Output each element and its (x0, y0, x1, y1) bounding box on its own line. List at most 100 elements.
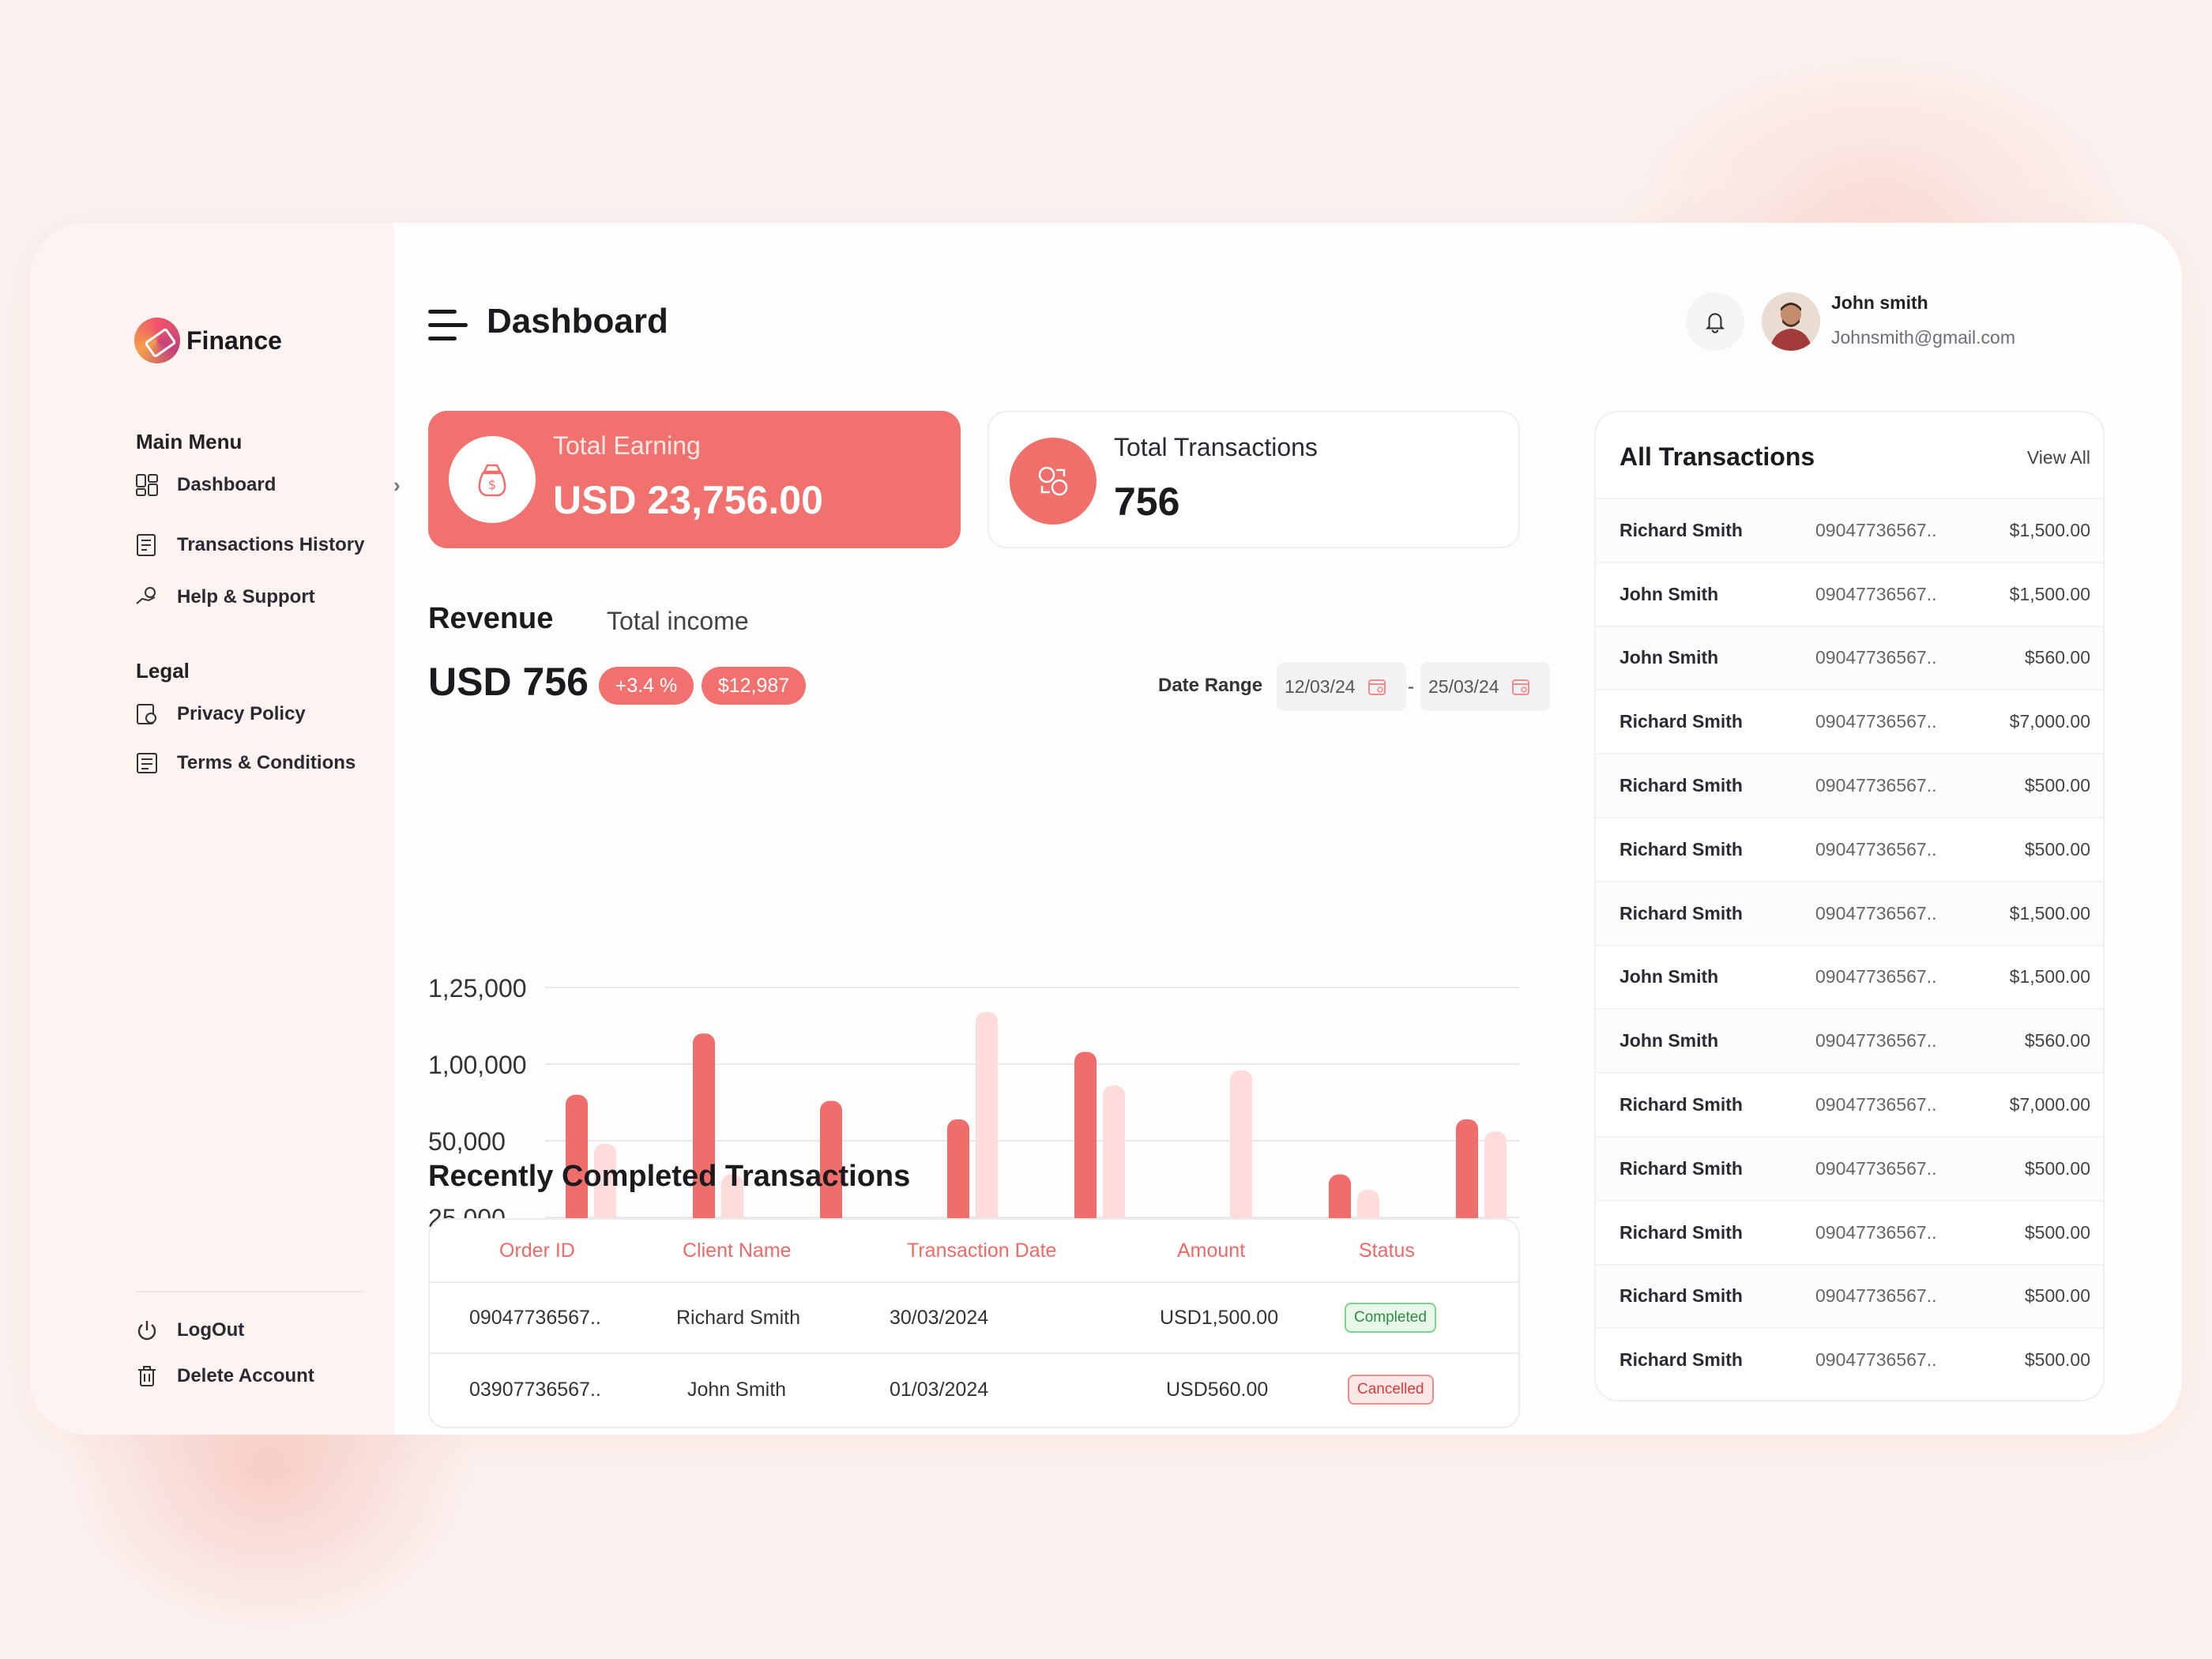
transaction-amount: $500.00 (2024, 1221, 2090, 1243)
document-icon (137, 753, 157, 773)
status-badge: Cancelled (1348, 1375, 1434, 1405)
amount: USD560.00 (1166, 1378, 1269, 1401)
recent-transactions-table: Order ID Client Name Transaction Date Am… (428, 1218, 1520, 1428)
transaction-id: 09047736567.. (1815, 647, 1937, 668)
transaction-name: Richard Smith (1620, 1094, 1743, 1115)
list-item[interactable]: Richard Smith 09047736567.. $500.00 (1596, 1263, 2103, 1328)
table-header-row: Order ID Client Name Transaction Date Am… (430, 1220, 1518, 1283)
column-header: Status (1359, 1239, 1415, 1262)
all-transactions-title: All Transactions (1620, 442, 1815, 471)
sidebar-item-transactions-history[interactable]: Transactions History (134, 532, 387, 558)
client-name: John Smith (687, 1378, 787, 1401)
transaction-id: 09047736567.. (1815, 966, 1937, 988)
list-item[interactable]: Richard Smith 09047736567.. $500.00 (1596, 1135, 2103, 1200)
transaction-amount: $500.00 (2024, 1157, 2090, 1179)
transaction-name: John Smith (1620, 583, 1719, 604)
table-row[interactable]: 09047736567.. Richard Smith 30/03/2024 U… (430, 1283, 1518, 1354)
sidebar-item-terms[interactable]: Terms & Conditions (134, 750, 387, 776)
transaction-name: Richard Smith (1620, 1157, 1743, 1179)
date-separator: - (1408, 676, 1414, 698)
logo-icon (134, 318, 180, 363)
transaction-amount: $500.00 (2024, 775, 2090, 796)
transaction-name: Richard Smith (1620, 775, 1743, 796)
total-transactions-card: Total Transactions 756 (988, 411, 1520, 548)
date-from-field[interactable]: 12/03/24 (1277, 662, 1406, 711)
sidebar-item-label: Privacy Policy (177, 703, 306, 724)
list-item[interactable]: John Smith 09047736567.. $1,500.00 (1596, 561, 2103, 626)
list-item[interactable]: Richard Smith 09047736567.. $7,000.00 (1596, 689, 2103, 754)
sidebar-item-help-support[interactable]: Help & Support (134, 585, 387, 610)
sidebar-item-privacy-policy[interactable]: Privacy Policy (134, 702, 387, 727)
avatar[interactable] (1762, 292, 1820, 351)
transaction-id: 09047736567.. (1815, 775, 1937, 796)
user-name: John smith (1831, 292, 1928, 313)
transaction-name: John Smith (1620, 647, 1719, 668)
list-item[interactable]: John Smith 09047736567.. $1,500.00 (1596, 944, 2103, 1009)
transaction-name: John Smith (1620, 1030, 1719, 1051)
view-all-link[interactable]: View All (2026, 447, 2090, 468)
user-avatar-icon (1762, 292, 1820, 351)
list-item[interactable]: Richard Smith 09047736567.. $1,500.00 (1596, 880, 2103, 945)
transaction-name: Richard Smith (1620, 902, 1743, 924)
list-item[interactable]: Richard Smith 09047736567.. $7,000.00 (1596, 1072, 2103, 1136)
list-item[interactable]: John Smith 09047736567.. $560.00 (1596, 1008, 2103, 1073)
notification-button[interactable] (1686, 292, 1744, 351)
logout-button[interactable]: LogOut (134, 1318, 387, 1343)
date-to-field[interactable]: 25/03/24 (1420, 662, 1550, 711)
bell-icon (1705, 313, 1725, 333)
exchange-icon (1010, 438, 1097, 525)
app-logo[interactable]: Finance (134, 318, 282, 363)
sidebar-item-label: LogOut (177, 1319, 245, 1341)
list-item[interactable]: Richard Smith 09047736567.. $500.00 (1596, 816, 2103, 881)
transaction-id: 09047736567.. (1815, 519, 1937, 540)
transaction-name: Richard Smith (1620, 1221, 1743, 1243)
revenue-title: Revenue (428, 602, 554, 635)
transaction-name: Richard Smith (1620, 711, 1743, 732)
transaction-id: 09047736567.. (1815, 838, 1937, 860)
sidebar-item-label: Terms & Conditions (177, 752, 356, 773)
transaction-id: 09047736567.. (1815, 1349, 1937, 1371)
trash-icon (138, 1366, 156, 1386)
svg-text:$: $ (488, 477, 496, 492)
list-item[interactable]: Richard Smith 09047736567.. $500.00 (1596, 1199, 2103, 1264)
sidebar-item-dashboard[interactable]: Dashboard › (134, 472, 401, 498)
user-email: Johnsmith@gmail.com (1831, 327, 2015, 348)
money-bag-icon: $ (449, 436, 536, 523)
change-amount-badge: $12,987 (702, 667, 806, 705)
power-icon (137, 1321, 156, 1341)
transaction-id: 09047736567.. (1815, 1094, 1937, 1115)
privacy-icon (137, 704, 156, 724)
date-range-label: Date Range (1158, 675, 1263, 696)
transaction-id: 09047736567.. (1815, 1157, 1937, 1179)
date-to-value: 25/03/24 (1428, 675, 1499, 697)
card-label: Total Earning (553, 431, 701, 460)
transaction-amount: $500.00 (2024, 838, 2090, 860)
transaction-id: 09047736567.. (1815, 1030, 1937, 1051)
sidebar-item-label: Help & Support (177, 586, 315, 608)
transaction-amount: $560.00 (2024, 1030, 2090, 1051)
transactions-list: Richard Smith 09047736567.. $1,500.00 John … (1596, 498, 2103, 1392)
list-item[interactable]: John Smith 09047736567.. $560.00 (1596, 625, 2103, 690)
list-item[interactable]: Richard Smith 09047736567.. $1,500.00 (1596, 498, 2103, 562)
receipt-icon (137, 534, 156, 556)
status-badge: Completed (1345, 1303, 1436, 1333)
y-tick-label: 50,000 (428, 1127, 506, 1156)
delete-account-button[interactable]: Delete Account (134, 1364, 387, 1389)
transaction-id: 09047736567.. (1815, 711, 1937, 732)
recent-transactions-title: Recently Completed Transactions (428, 1160, 911, 1193)
transaction-amount: $1,500.00 (2009, 902, 2090, 924)
main-content: Dashboard John smith Johnsmith@gmail.com (393, 223, 2182, 1435)
table-row[interactable]: 03907736567.. John Smith 01/03/2024 USD5… (430, 1354, 1518, 1425)
transaction-amount: $1,500.00 (2009, 966, 2090, 988)
column-header: Client Name (683, 1239, 792, 1262)
card-label: Total Transactions (1114, 433, 1318, 461)
transaction-name: Richard Smith (1620, 519, 1743, 540)
column-header: Order ID (499, 1239, 575, 1262)
menu-icon[interactable] (428, 310, 469, 344)
amount: USD1,500.00 (1160, 1306, 1279, 1329)
transaction-name: Richard Smith (1620, 838, 1743, 860)
chevron-right-icon: › (393, 472, 401, 497)
list-item[interactable]: Richard Smith 09047736567.. $500.00 (1596, 1327, 2103, 1392)
y-tick-label: 1,00,000 (428, 1051, 527, 1079)
list-item[interactable]: Richard Smith 09047736567.. $500.00 (1596, 753, 2103, 817)
